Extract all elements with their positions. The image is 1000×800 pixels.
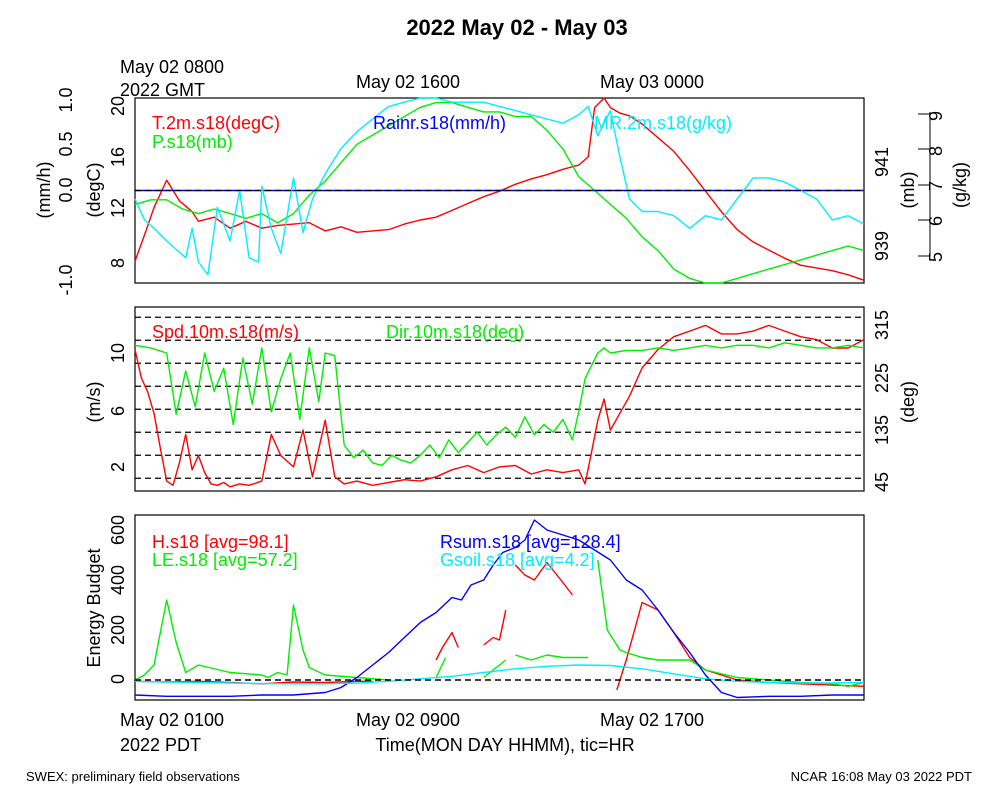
p1-gkg-tick-3: 6 <box>926 216 946 226</box>
p1-gkg-tick-marks <box>918 113 930 257</box>
p1-axis-mmh-ticks: 1.0 0.5 0.0 -1.0 <box>56 87 76 295</box>
p2-series-layer <box>134 324 865 488</box>
p1-mmh-tick-2: 0.0 <box>56 177 76 202</box>
p1-line-mr-2m-s18-g-kg <box>134 97 865 276</box>
p2-deg-tick-1: 225 <box>872 363 892 393</box>
p3-legend-gsoil: Gsoil.s18 [avg=4.2] <box>440 550 595 570</box>
p1-mb-tick-1: 939 <box>872 231 892 261</box>
p1-mmh-tick-0: 1.0 <box>56 87 76 112</box>
p1-axis-mb-label: (mb) <box>898 172 918 209</box>
p3-legend-le: LE.s18 [avg=57.2] <box>152 550 298 570</box>
p2-ms-tick-1: 6 <box>108 406 128 416</box>
p2-axis-deg-label: (deg) <box>898 381 918 423</box>
bottom-time-label-0: May 02 0100 <box>120 710 224 730</box>
p1-series-layer <box>134 97 865 284</box>
p2-deg-tick-3: 45 <box>872 472 892 492</box>
p2-legend-speed: Spd.10m.s18(m/s) <box>152 322 299 342</box>
p3-line-le-s18-avg-57-2-seg-3 <box>515 654 589 661</box>
p1-axis-degc-ticks: 20 16 12 8 <box>108 96 128 268</box>
p3-line-h-s18-avg-98-1-seg-3 <box>514 561 573 596</box>
p3-line-le-s18-avg-57-2-seg-2 <box>483 659 507 679</box>
p2-line-dir-10m-s18-deg <box>134 342 865 467</box>
p2-ms-tick-0: 10 <box>108 343 128 363</box>
p2-axis-ms-ticks: 10 6 2 <box>108 343 128 472</box>
p1-degc-tick-0: 20 <box>108 96 128 116</box>
p1-mmh-tick-3: -1.0 <box>56 264 76 295</box>
top-time-label-0: May 02 0800 <box>120 57 224 77</box>
footer-right: NCAR 16:08 May 03 2022 PDT <box>791 769 972 784</box>
p1-gkg-tick-1: 8 <box>926 146 946 156</box>
bottom-time-label-3: May 02 1700 <box>600 710 704 730</box>
p2-deg-tick-0: 315 <box>872 310 892 340</box>
p1-axis-gkg-label: (g/kg) <box>950 162 970 208</box>
p2-legend-direction: Dir.10m.s18(deg) <box>386 322 524 342</box>
p3-energy-tick-1: 400 <box>108 565 128 595</box>
p3-line-le-s18-avg-57-2-seg-0 <box>134 599 389 681</box>
p1-legend-pressure: P.s18(mb) <box>152 132 233 152</box>
x-axis-label: Time(MON DAY HHMM), tic=HR <box>375 735 634 755</box>
p3-line-rsum-s18-avg-128-4-seg-0 <box>134 519 864 699</box>
p3-line-gsoil-s18-avg-4-2-seg-0 <box>134 664 865 685</box>
p1-gkg-tick-0: 9 <box>926 111 946 121</box>
p3-axis-energy-ticks: 600 400 200 0 <box>108 515 128 684</box>
p2-ms-tick-2: 2 <box>108 462 128 472</box>
p2-deg-tick-2: 135 <box>872 415 892 445</box>
p1-axis-gkg-ticks: 9 8 7 6 5 <box>926 111 946 262</box>
top-time-label-1: 2022 GMT <box>120 80 205 100</box>
bottom-time-label-1: 2022 PDT <box>120 735 201 755</box>
p3-legend-h: H.s18 [avg=98.1] <box>152 532 289 552</box>
p2-line-spd-10m-s18-m-s <box>134 324 865 488</box>
footer-left: SWEX: preliminary field observations <box>26 769 240 784</box>
p1-line-t-2m-s18-degc <box>134 97 865 281</box>
top-time-label-2: May 02 1600 <box>356 72 460 92</box>
chart-title: 2022 May 02 - May 03 <box>406 15 627 40</box>
p3-axis-energy-label: Energy Budget <box>84 548 104 667</box>
top-time-label-3: May 03 0000 <box>600 72 704 92</box>
p2-axis-deg-ticks: 315 225 135 45 <box>872 310 892 492</box>
p1-mb-tick-0: 941 <box>872 147 892 177</box>
p3-series-layer <box>134 519 865 699</box>
p3-line-h-s18-avg-98-1-seg-1 <box>435 631 459 661</box>
bottom-time-label-2: May 02 0900 <box>356 710 460 730</box>
p1-axis-mb-ticks: 941 939 <box>872 147 892 261</box>
p3-legend-rsum: Rsum.s18 [avg=128.4] <box>440 532 621 552</box>
p3-line-h-s18-avg-98-1-seg-2 <box>483 609 507 646</box>
p1-degc-tick-1: 16 <box>108 147 128 167</box>
p1-axis-degc-label: (degC) <box>84 162 104 217</box>
p1-degc-tick-2: 12 <box>108 198 128 218</box>
p1-mmh-tick-1: 0.5 <box>56 131 76 156</box>
p1-legend-mixratio: MR.2m.s18(g/kg) <box>594 113 732 133</box>
p1-legend-rain: Rainr.s18(mm/h) <box>373 113 506 133</box>
panel-3-frame <box>134 514 865 701</box>
p3-line-h-s18-avg-98-1-seg-4 <box>616 601 865 691</box>
p3-energy-tick-2: 200 <box>108 615 128 645</box>
p1-gkg-tick-2: 7 <box>926 181 946 191</box>
p1-line-p-s18-mb <box>134 101 865 284</box>
p3-line-le-s18-avg-57-2-seg-1 <box>435 657 447 678</box>
p2-axis-ms-label: (m/s) <box>84 382 104 423</box>
p3-energy-tick-3: 0 <box>108 674 128 684</box>
p1-gkg-tick-4: 5 <box>926 252 946 262</box>
p1-axis-mmh-label: (mm/h) <box>34 162 54 219</box>
p3-line-le-s18-avg-57-2-seg-4 <box>597 559 865 687</box>
p1-legend-temp: T.2m.s18(degC) <box>152 113 280 133</box>
p1-degc-tick-3: 8 <box>108 258 128 268</box>
p3-energy-tick-0: 600 <box>108 515 128 545</box>
panel-2-frame <box>134 306 865 492</box>
